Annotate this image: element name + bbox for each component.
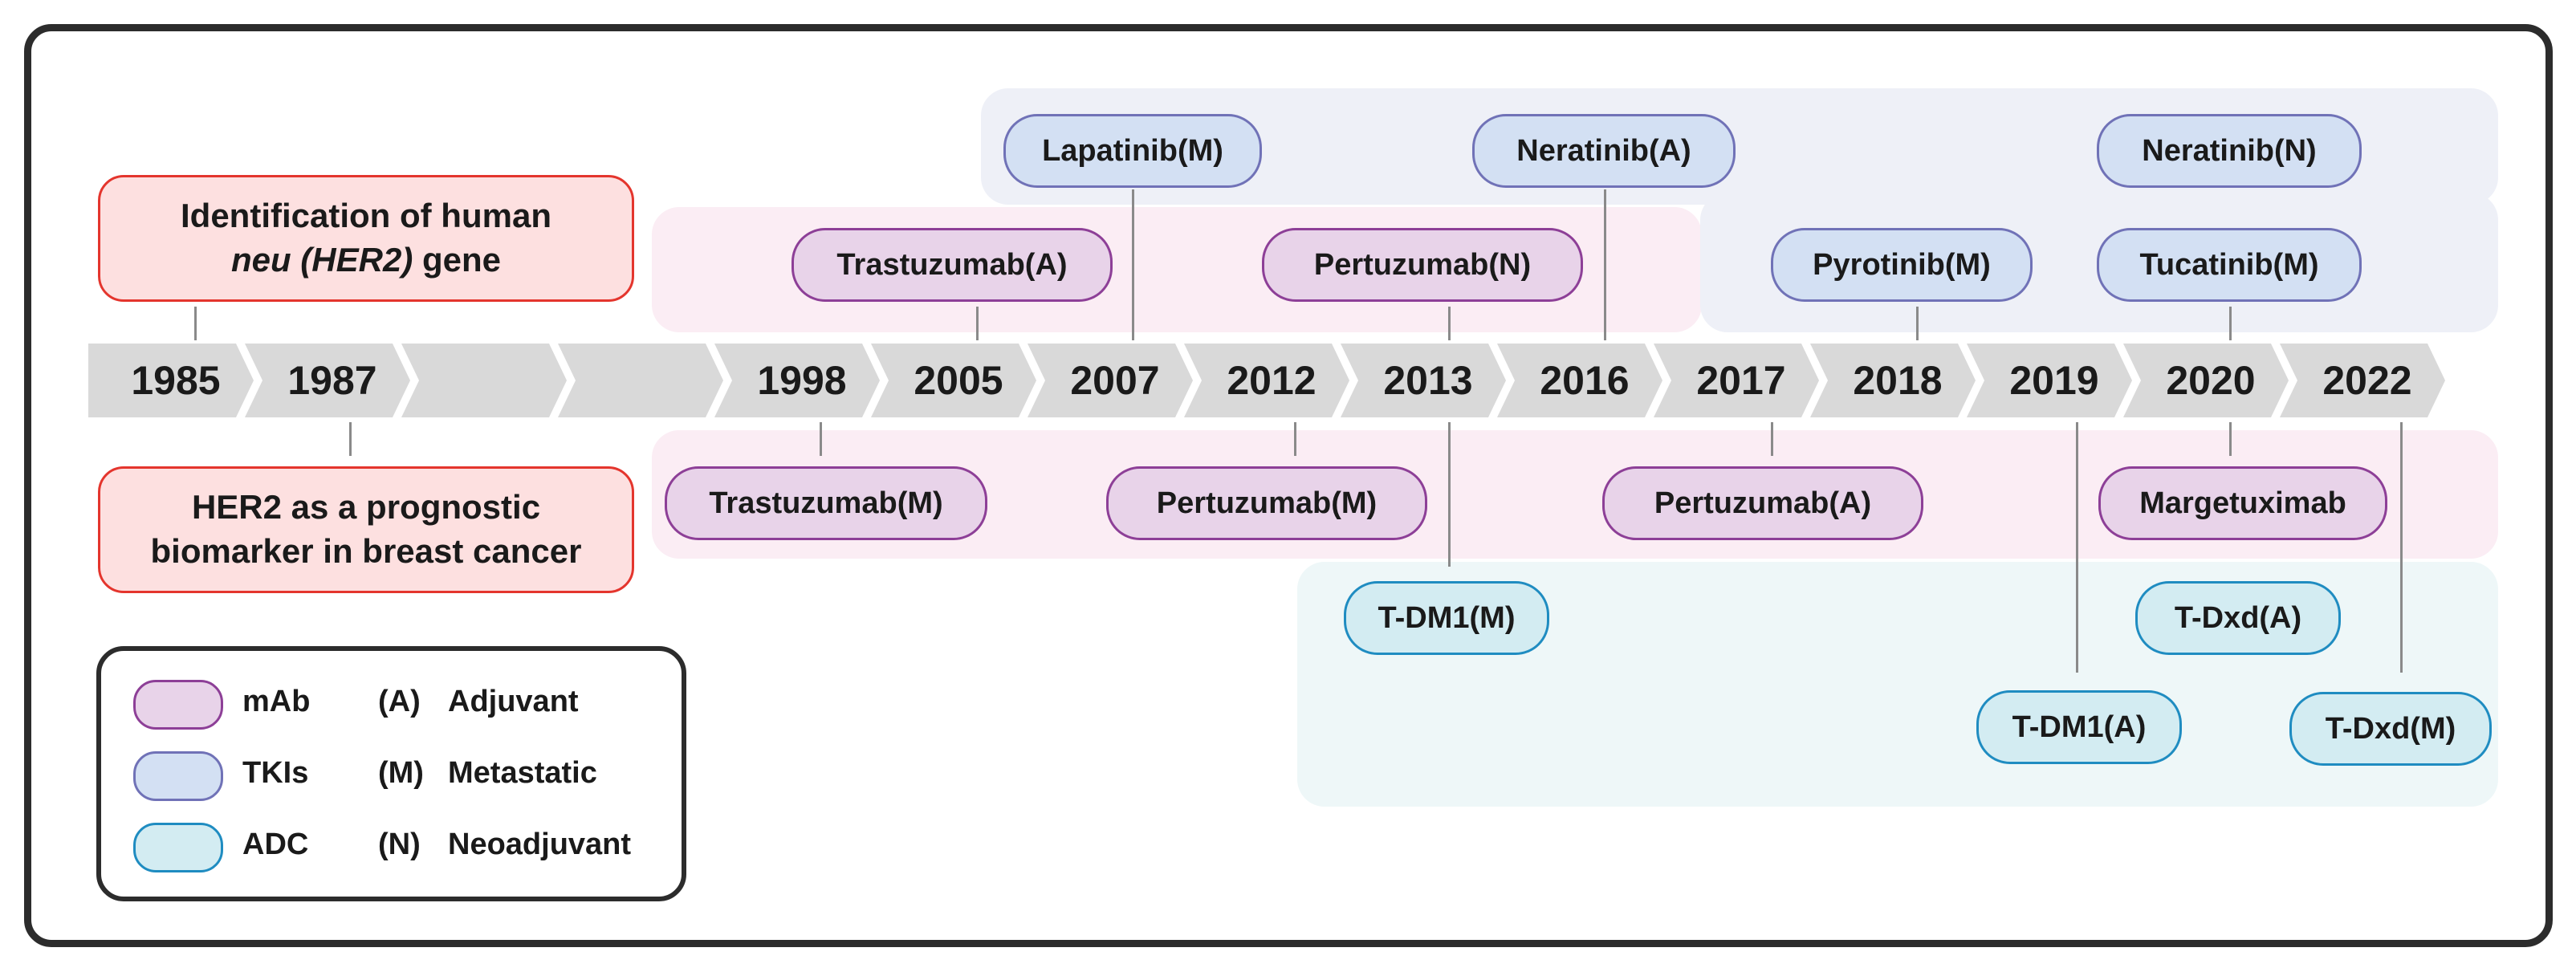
year-cell-empty [401, 344, 567, 417]
event-gene-italic: neu (HER2) [230, 241, 413, 279]
drug-trastuzumab-m: Trastuzumab(M) [665, 466, 987, 540]
year-label: 2017 [1696, 358, 1786, 403]
connector-2020-down [2229, 422, 2232, 456]
figure-frame [24, 24, 2553, 947]
drug-pertuzumab-n: Pertuzumab(N) [1262, 228, 1583, 302]
year-cell-1987: 1987 [245, 344, 410, 417]
legend-n-label: Neoadjuvant [448, 828, 632, 861]
connector-2013-down [1448, 422, 1451, 567]
year-label: 2007 [1070, 358, 1160, 403]
drug-trastuzumab-a: Trastuzumab(A) [792, 228, 1113, 302]
year-cell-1998: 1998 [714, 344, 880, 417]
connector-2007 [1132, 189, 1134, 340]
connector-2012 [1294, 422, 1296, 456]
drug-tdm1-m: T-DM1(M) [1344, 581, 1549, 655]
connector-2022 [2400, 422, 2403, 673]
event-biomarker-line2: biomarker in breast cancer [150, 532, 582, 570]
event-gene-line2: neu (HER2) gene [231, 238, 501, 283]
drug-neratinib-n: Neratinib(N) [2097, 114, 2362, 188]
year-cell-2019: 2019 [1967, 344, 2132, 417]
event-prognostic-biomarker: HER2 as a prognostic biomarker in breast… [98, 466, 634, 593]
legend-adc-swatch [133, 823, 223, 872]
drug-lapatinib-m: Lapatinib(M) [1003, 114, 1262, 188]
year-cell-empty [558, 344, 723, 417]
event-gene-rest: gene [413, 241, 502, 279]
drug-tdm1-a: T-DM1(A) [1976, 690, 2182, 764]
legend-mab-swatch [133, 680, 223, 730]
drug-tdxd-a: T-Dxd(A) [2135, 581, 2341, 655]
connector-2019 [2076, 422, 2078, 673]
legend-box: mAb TKIs ADC (A) Adjuvant (M) Metastatic… [96, 646, 686, 901]
year-cell-2016: 2016 [1497, 344, 1662, 417]
year-cell-2013: 2013 [1341, 344, 1506, 417]
year-label: 2022 [2322, 358, 2412, 403]
connector-2013-up [1448, 307, 1451, 340]
connector-2005 [976, 307, 979, 340]
event-gene-line1: Identification of human [181, 197, 551, 235]
year-label: 2005 [914, 358, 1003, 403]
year-cell-1985: 1985 [88, 344, 254, 417]
connector-2018 [1916, 307, 1919, 340]
legend-a-code: (A) [378, 685, 421, 718]
connector-1998 [820, 422, 822, 456]
year-cell-2018: 2018 [1810, 344, 1976, 417]
connector-2020-up [2229, 307, 2232, 340]
legend-n-code: (N) [378, 828, 421, 861]
drug-pertuzumab-a: Pertuzumab(A) [1602, 466, 1923, 540]
year-label: 2018 [1853, 358, 1943, 403]
legend-tki-swatch [133, 751, 223, 801]
year-cell-2012: 2012 [1184, 344, 1349, 417]
year-cell-2007: 2007 [1028, 344, 1193, 417]
drug-pyrotinib-m: Pyrotinib(M) [1771, 228, 2033, 302]
legend-adc-label: ADC [242, 828, 309, 861]
legend-m-label: Metastatic [448, 756, 597, 790]
year-label: 1985 [131, 358, 221, 403]
legend-m-code: (M) [378, 756, 424, 790]
year-label: 1998 [757, 358, 847, 403]
drug-pertuzumab-m: Pertuzumab(M) [1106, 466, 1427, 540]
connector-1985 [194, 307, 197, 340]
year-label: 2019 [2009, 358, 2099, 403]
legend-mab-label: mAb [242, 685, 311, 718]
year-label: 2012 [1227, 358, 1316, 403]
drug-tucatinib-m: Tucatinib(M) [2097, 228, 2362, 302]
drug-margetuximab: Margetuximab [2098, 466, 2387, 540]
year-label: 2013 [1383, 358, 1473, 403]
event-biomarker-line1: HER2 as a prognostic [191, 488, 541, 527]
year-cell-2022: 2022 [2280, 344, 2445, 417]
year-cell-2017: 2017 [1654, 344, 1819, 417]
year-cell-2020: 2020 [2123, 344, 2289, 417]
legend-tki-label: TKIs [242, 756, 309, 790]
drug-neratinib-a: Neratinib(A) [1472, 114, 1736, 188]
event-gene-identification: Identification of human neu (HER2) gene [98, 175, 634, 302]
year-label: 1987 [287, 358, 377, 403]
year-label: 2016 [1540, 358, 1630, 403]
connector-2016 [1604, 189, 1606, 340]
connector-1987 [349, 422, 352, 456]
year-label: 2020 [2166, 358, 2256, 403]
year-cell-2005: 2005 [871, 344, 1036, 417]
legend-a-label: Adjuvant [448, 685, 579, 718]
drug-tdxd-m: T-Dxd(M) [2289, 692, 2492, 766]
connector-2017 [1771, 422, 1773, 456]
